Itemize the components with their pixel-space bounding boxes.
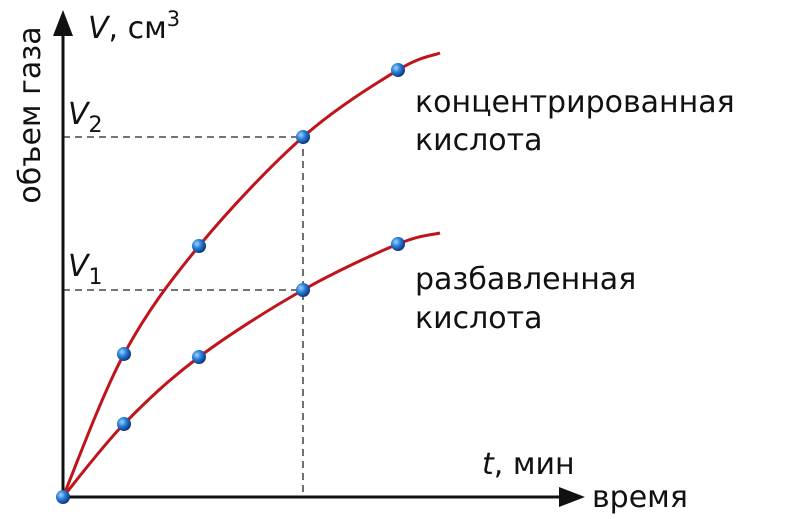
level-label: V1 [68,249,103,290]
symbol: V [68,97,91,132]
dot [192,350,206,364]
power: 3 [167,7,180,31]
symbol: V [88,11,111,46]
curve-label: кислота [415,123,543,158]
curves [61,51,441,498]
dots [56,63,405,504]
axes [53,10,585,507]
dot [391,237,405,251]
y-label: объем газа [13,26,48,203]
x-label: время [592,480,688,515]
unit: , см [109,11,167,46]
unit: , мин [494,447,575,482]
sub: 2 [89,113,103,138]
dot [117,417,131,431]
sub: 1 [89,265,103,290]
dot [296,130,310,144]
symbol: V [68,249,91,284]
symbol: t [482,447,495,482]
level-label: V2 [68,97,103,138]
dot [56,490,70,504]
x-arrow [559,487,585,507]
curve-label: разбавленная [415,262,636,297]
dot [391,63,405,77]
curve-label: концентрированная [415,85,735,120]
dot [296,283,310,297]
dot [192,239,206,253]
guides [63,136,304,497]
dot [117,347,131,361]
x-quantity: t, мин [482,447,575,482]
y-arrow [53,10,73,36]
curve-label: кислота [415,301,543,336]
y-quantity: V, см3 [88,7,180,46]
